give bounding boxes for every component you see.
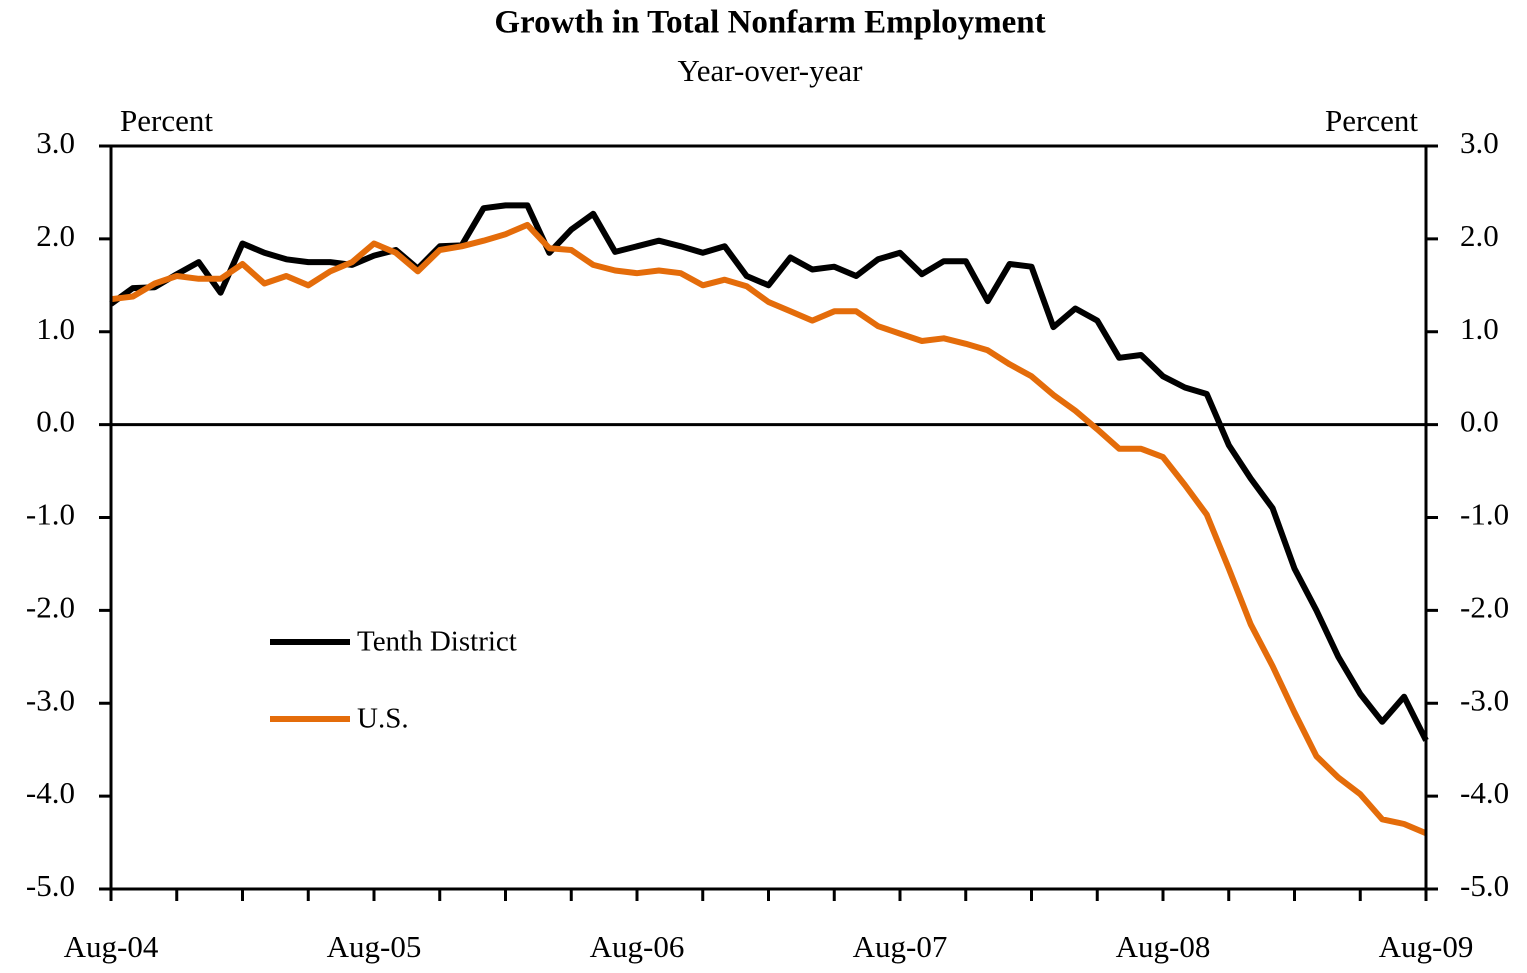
series-line xyxy=(109,202,1429,742)
y-tick-label: -5.0 xyxy=(26,868,75,903)
legend-label: Tenth District xyxy=(357,626,517,658)
y2-tick-label: -1.0 xyxy=(1460,497,1509,532)
y2-tick-label: -3.0 xyxy=(1460,682,1509,717)
y-axis-label: Percent xyxy=(120,103,213,138)
chart-title: Growth in Total Nonfarm Employment xyxy=(494,5,1045,41)
y-tick-label: 1.0 xyxy=(36,311,75,346)
y2-tick-label: -5.0 xyxy=(1460,868,1509,903)
x-tick-label: Aug-04 xyxy=(64,929,159,964)
series-line xyxy=(110,221,1428,837)
chart-subtitle: Year-over-year xyxy=(678,53,864,88)
y-tick-label: -1.0 xyxy=(26,497,75,532)
x-tick-label: Aug-08 xyxy=(1116,929,1211,964)
y2-tick-label: 3.0 xyxy=(1460,125,1499,160)
y2-tick-label: 2.0 xyxy=(1460,218,1499,253)
y-tick-label: 2.0 xyxy=(36,218,75,253)
legend-label: U.S. xyxy=(357,703,409,735)
x-tick-label: Aug-09 xyxy=(1379,929,1474,964)
y2-tick-label: 1.0 xyxy=(1460,311,1499,346)
y-tick-label: -3.0 xyxy=(26,682,75,717)
y-tick-label: 0.0 xyxy=(36,404,75,439)
y-tick-label: -4.0 xyxy=(26,775,75,810)
x-tick-label: Aug-06 xyxy=(590,929,685,964)
plot-frame xyxy=(109,144,1428,891)
y2-tick-label: -2.0 xyxy=(1460,589,1509,624)
y2-tick-label: 0.0 xyxy=(1460,404,1499,439)
y-tick-label: 3.0 xyxy=(36,125,75,160)
y2-tick-label: -4.0 xyxy=(1460,775,1509,810)
x-tick-label: Aug-05 xyxy=(327,929,422,964)
y2-axis-label: Percent xyxy=(1325,103,1418,138)
y-tick-label: -2.0 xyxy=(26,589,75,624)
x-tick-label: Aug-07 xyxy=(853,929,948,964)
